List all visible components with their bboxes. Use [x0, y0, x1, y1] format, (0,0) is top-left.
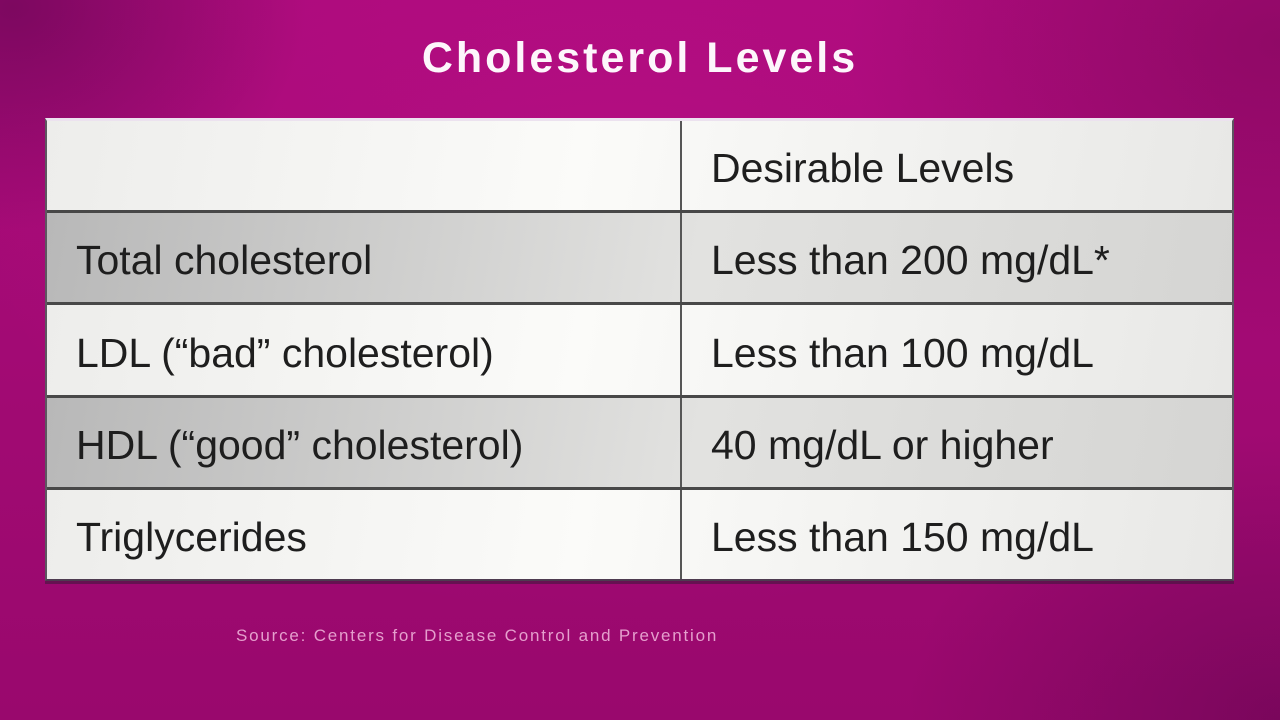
table-row: HDL (“good” cholesterol) 40 mg/dL or hig…: [47, 394, 1232, 487]
table-row: LDL (“bad” cholesterol) Less than 100 mg…: [47, 302, 1232, 395]
row-value-hdl: 40 mg/dL or higher: [711, 421, 1054, 468]
row-label-ldl: LDL (“bad” cholesterol): [47, 305, 682, 395]
row-label-total-cholesterol: Total cholesterol: [47, 213, 682, 303]
table-row: Triglycerides Less than 150 mg/dL: [47, 486, 1232, 580]
source-attribution: Source: Centers for Disease Control and …: [236, 626, 719, 645]
row-value-ldl: Less than 100 mg/dL: [711, 329, 1094, 376]
row-value-total-cholesterol: Less than 200 mg/dL*: [711, 237, 1110, 284]
header-desirable-levels-cell: Desirable Levels: [711, 145, 1015, 192]
page-title: Cholesterol Levels: [421, 34, 859, 82]
table-header-row: Desirable Levels: [47, 121, 1232, 211]
cholesterol-table: Desirable Levels Total cholesterol Less …: [45, 118, 1234, 581]
header-empty-cell: [47, 121, 682, 211]
table-row: Total cholesterol Less than 200 mg/dL*: [47, 210, 1232, 303]
row-label-hdl: HDL (“good” cholesterol): [47, 397, 682, 487]
row-label-triglycerides: Triglycerides: [47, 489, 682, 580]
row-value-triglycerides: Less than 150 mg/dL: [711, 513, 1094, 560]
